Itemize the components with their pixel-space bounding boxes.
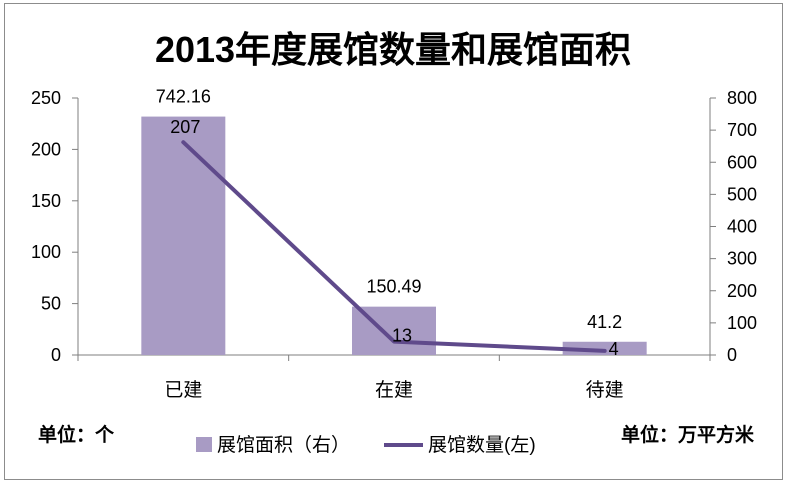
- chart-frame: [4, 3, 783, 480]
- left-axis-tick-label: 0: [51, 345, 61, 365]
- chart-title: 2013年度展馆数量和展馆面积: [155, 29, 631, 70]
- right-axis-tick-label: 800: [727, 88, 757, 108]
- left-axis-tick-label: 100: [31, 242, 61, 262]
- legend-line-label: 展馆数量(左): [428, 434, 536, 456]
- right-axis-tick-label: 700: [727, 120, 757, 140]
- right-axis-tick-label: 400: [727, 217, 757, 237]
- bar-series-group: [141, 116, 647, 355]
- left-axis-tick-label: 50: [41, 294, 61, 314]
- right-axis-tick-label: 0: [727, 345, 737, 365]
- data-labels-group: 742.16 150.49 41.2 207 13 4: [156, 87, 622, 359]
- right-axis-tick-label: 300: [727, 249, 757, 269]
- line-data-label: 207: [170, 117, 200, 137]
- bar-data-label: 150.49: [366, 277, 421, 297]
- legend-bar-swatch: [196, 437, 212, 452]
- right-axis-tick-label: 100: [727, 313, 757, 333]
- legend-bar-label: 展馆面积（右）: [217, 434, 350, 456]
- x-axis-category-label: 在建: [375, 379, 413, 401]
- legend: 展馆面积（右） 展馆数量(左): [196, 434, 536, 456]
- left-unit-label: 单位：个: [38, 423, 115, 446]
- left-axis-tick-label: 150: [31, 191, 61, 211]
- x-axis-category-label: 待建: [586, 379, 624, 401]
- left-axis-tick-label: 200: [31, 139, 61, 159]
- bar-data-label: 41.2: [587, 312, 622, 332]
- right-unit-label: 单位：万平方米: [621, 423, 755, 446]
- line-data-label: 13: [392, 326, 412, 346]
- line-series-group: [181, 140, 607, 353]
- bar-data-label: 742.16: [156, 87, 211, 107]
- line-data-label: 4: [609, 339, 619, 359]
- line-series-path: [181, 140, 607, 353]
- right-axis-tick-label: 200: [727, 281, 757, 301]
- right-axis-tick-label: 500: [727, 184, 757, 204]
- left-axis-tick-label: 250: [31, 88, 61, 108]
- bar-1: [141, 116, 226, 355]
- axes-group: 0 50 100 150 200 250 0 100 200 300 400 500 600 700 800…: [31, 88, 757, 401]
- right-axis-tick-label: 600: [727, 152, 757, 172]
- x-axis-category-label: 已建: [164, 379, 202, 401]
